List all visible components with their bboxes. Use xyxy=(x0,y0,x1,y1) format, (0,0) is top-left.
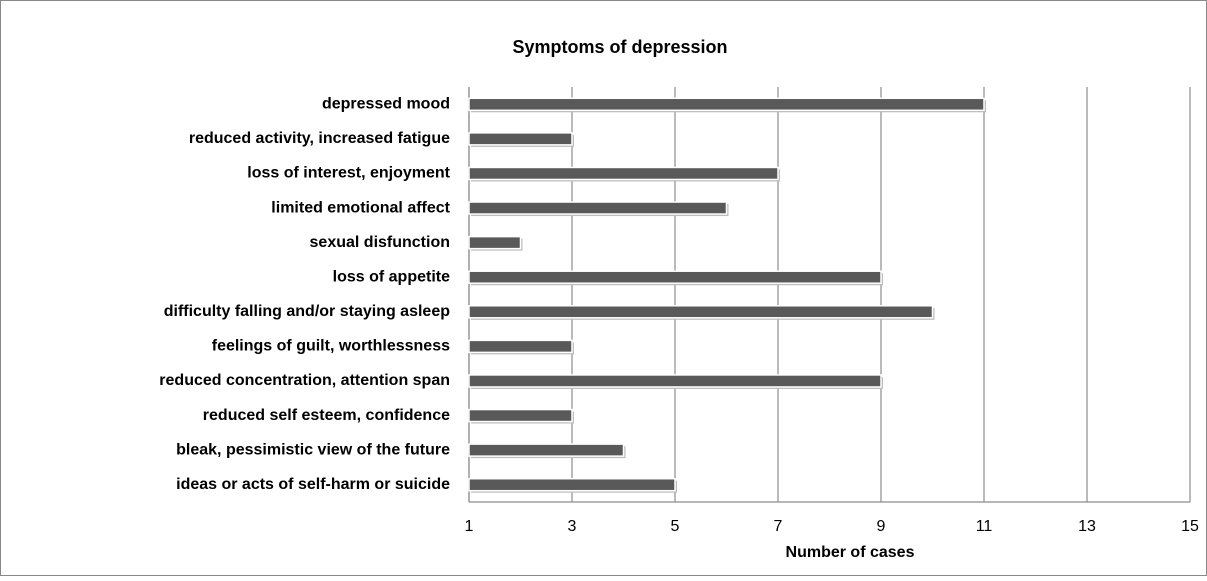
x-tick-label: 5 xyxy=(671,518,680,535)
bar xyxy=(468,166,779,181)
x-tick-label: 3 xyxy=(568,518,577,535)
bar xyxy=(468,408,573,423)
bar xyxy=(468,235,522,250)
x-tick-label: 9 xyxy=(877,518,886,535)
x-tick-label: 11 xyxy=(976,518,993,535)
x-tick-label: 13 xyxy=(1078,518,1096,535)
y-tick-label: ideas or acts of self-harm or suicide xyxy=(176,476,450,493)
x-axis-label: Number of cases xyxy=(786,544,915,561)
bar xyxy=(468,374,882,388)
y-tick-label: feelings of guilt, worthlessness xyxy=(212,338,450,355)
bar xyxy=(468,339,573,354)
y-tick-label: loss of interest, enjoyment xyxy=(247,165,450,182)
y-tick-label: depressed mood xyxy=(322,96,450,113)
bar xyxy=(468,305,934,319)
bar xyxy=(468,201,728,215)
y-tick-label: loss of appetite xyxy=(333,268,450,285)
x-tick-label: 1 xyxy=(465,518,474,535)
x-tick-label: 7 xyxy=(774,518,783,535)
y-tick-label: sexual disfunction xyxy=(310,234,450,251)
bar xyxy=(468,97,985,112)
y-tick-label: bleak, pessimistic view of the future xyxy=(176,441,450,458)
bar xyxy=(468,270,882,284)
chart-title: Symptoms of depression xyxy=(512,37,727,57)
y-tick-label: difficulty falling and/or staying asleep xyxy=(164,303,451,320)
y-tick-label: limited emotional affect xyxy=(271,199,450,216)
y-tick-label: reduced activity, increased fatigue xyxy=(189,130,450,147)
y-tick-label: reduced self esteem, confidence xyxy=(203,407,450,424)
x-tick-label: 15 xyxy=(1181,518,1199,535)
bar xyxy=(468,443,625,457)
bar xyxy=(468,477,676,492)
bar xyxy=(468,132,573,146)
y-tick-label: reduced concentration, attention span xyxy=(159,372,450,389)
